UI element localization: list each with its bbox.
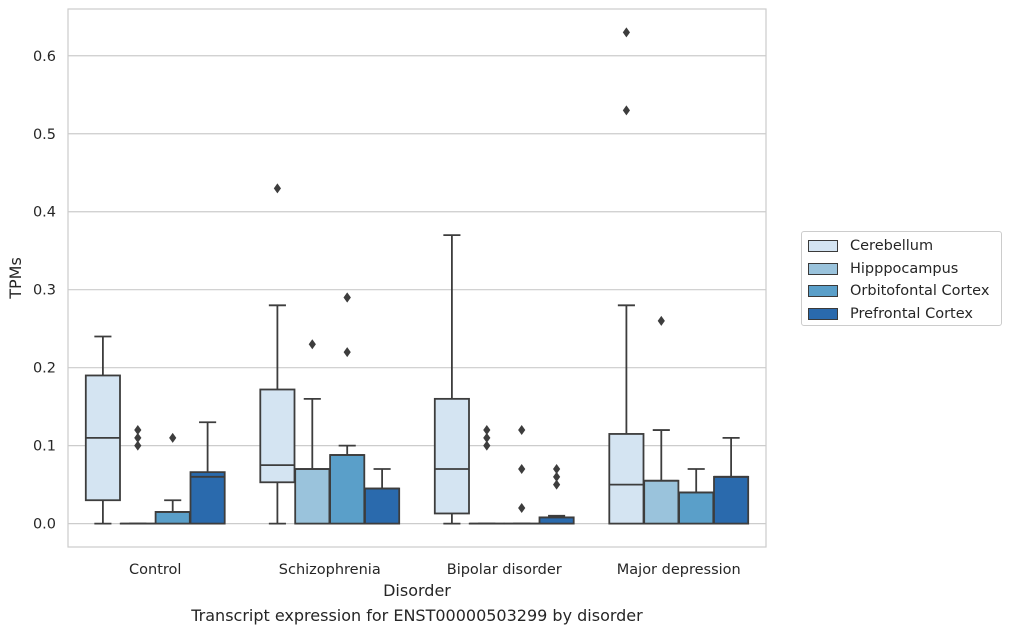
y-tick-label: 0.1 [33,439,56,455]
box-iqr [154,511,191,525]
grid-lines [68,55,766,525]
outlier-point [483,425,491,436]
x-axis-label: Disorder [383,581,451,600]
legend-label: Hipppocampus [850,260,959,277]
box-cerebellum [84,335,121,525]
x-tick-label: Control [129,562,181,578]
box-iqr [433,397,470,515]
legend-item: Orbitofontal Cortex [808,280,1001,303]
outlier-point [343,292,351,303]
box-plots [84,27,750,525]
box-iqr [713,475,750,525]
x-tick-label: Major depression [617,562,741,578]
box-orbitofontal-cortex [503,425,540,525]
y-tick-label: 0.5 [33,127,56,143]
y-tick-label: 0.0 [33,517,56,533]
box-iqr [259,388,296,484]
x-tick-label: Schizophrenia [279,562,381,578]
box-iqr [189,471,226,525]
legend-label: Prefrontal Cortex [850,305,973,322]
box-iqr [329,454,366,525]
x-tick-label: Bipolar disorder [447,562,562,578]
legend-swatch [808,307,838,320]
box-iqr [364,487,401,525]
legend-label: Orbitofontal Cortex [850,283,990,300]
box-orbitofontal-cortex [154,432,191,525]
x-tick-labels: Control Schizophrenia Bipolar disorder Majo… [129,562,741,578]
y-tick-labels: 0.0 0.1 0.2 0.3 0.4 0.5 0.6 [33,49,56,533]
legend: Cerebellum Hipppocampus Orbitofontal Cor… [801,231,1002,326]
outlier-point [273,183,281,194]
legend-swatch [808,262,838,275]
box-iqr [608,433,645,525]
outlier-point [134,425,142,436]
box-prefrontal-cortex [189,421,226,525]
outlier-point [518,503,526,514]
y-tick-label: 0.2 [33,361,56,377]
box-cerebellum [259,183,296,525]
figure-caption: Transcript expression for ENST0000050329… [191,606,643,625]
outlier-point [343,347,351,358]
legend-item: Hipppocampus [808,258,1001,281]
legend-item: Cerebellum [808,235,1001,258]
legend-label: Cerebellum [850,238,934,255]
box-hipppocampus [294,339,331,525]
plot-frame [67,8,767,548]
outlier-point [553,479,561,490]
box-iqr [678,491,715,525]
box-prefrontal-cortex [538,464,575,525]
outlier-point [483,432,491,443]
legend-swatch [808,285,838,298]
box-iqr [643,479,680,525]
box-orbitofontal-cortex [329,292,366,525]
box-iqr [294,468,331,525]
box-prefrontal-cortex [364,468,401,525]
outlier-point [483,440,491,451]
y-tick-label: 0.3 [33,283,56,299]
outlier-point [622,105,630,116]
box-hipppocampus [119,425,156,525]
legend-swatch [808,240,838,253]
box-cerebellum [608,27,645,525]
outlier-point [518,464,526,475]
box-prefrontal-cortex [713,436,750,525]
outlier-point [518,425,526,436]
box-cerebellum [433,234,470,525]
y-tick-label: 0.4 [33,205,56,221]
box-hipppocampus [643,315,680,525]
outlier-point [134,432,142,443]
y-tick-label: 0.6 [33,49,56,65]
box-orbitofontal-cortex [678,468,715,525]
outlier-point [169,432,177,443]
outlier-point [308,339,316,350]
outlier-point [134,440,142,451]
legend-item: Prefrontal Cortex [808,303,1001,326]
y-axis-label: TPMs [6,257,25,300]
outlier-point [622,27,630,38]
outlier-point [553,471,561,482]
box-hipppocampus [468,425,505,525]
box-iqr [538,516,575,525]
outlier-point [553,464,561,475]
outlier-point [657,315,665,326]
